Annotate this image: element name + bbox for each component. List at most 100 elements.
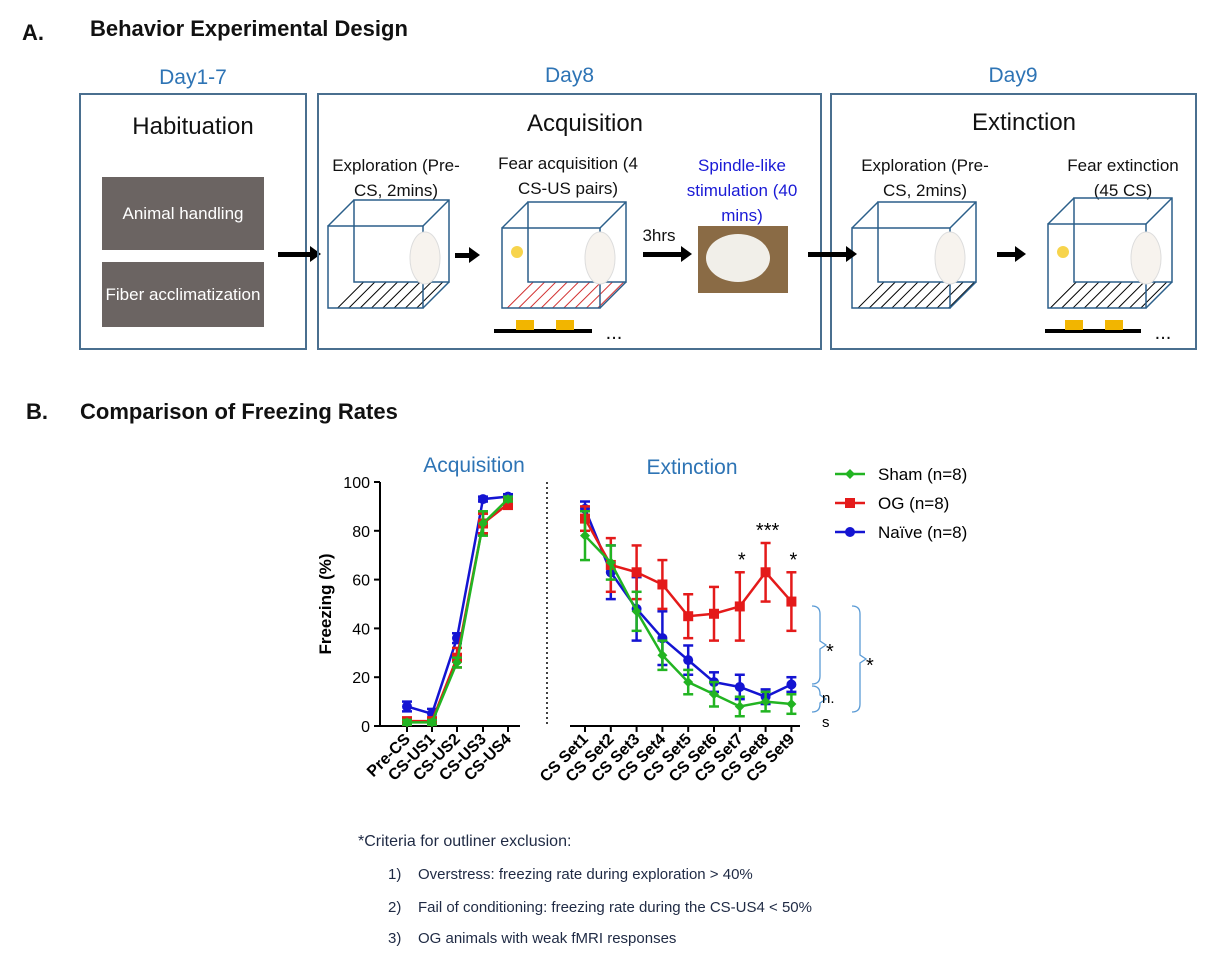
data-point — [683, 611, 694, 622]
criteria-num: 2) — [388, 899, 402, 916]
data-point — [734, 601, 745, 612]
panel-a-label: A. — [22, 20, 44, 45]
criteria-item: Fail of conditioning: freezing rate duri… — [418, 899, 812, 916]
cage-exploration-ext — [851, 201, 977, 309]
day-label-extinction: Day9 — [988, 64, 1038, 87]
cage-fear-extinction — [1047, 197, 1173, 309]
arrow-icon — [997, 246, 1026, 262]
acq-exploration-label: Exploration (Pre-CS, 2mins) — [332, 156, 460, 200]
cs-pulse-icon — [556, 320, 574, 330]
habituation-title: Habituation — [132, 113, 254, 140]
panel-a-title: Behavior Experimental Design — [90, 16, 408, 41]
y-tick-label: 100 — [343, 475, 370, 492]
criteria-item: OG animals with weak fMRI responses — [418, 930, 677, 947]
fear-acquisition-label: Fear acquisition (4 CS-US pairs) — [498, 154, 638, 198]
animal-handling-block: Animal handling — [102, 177, 264, 250]
fiber-acclimatization-block: Fiber acclimatization — [102, 262, 264, 327]
delay-label: 3hrs — [642, 226, 676, 245]
data-point — [786, 596, 797, 607]
significance-label: *** — [756, 520, 780, 542]
section-label-acquisition: Acquisition — [423, 454, 525, 477]
acq-timeline — [494, 329, 592, 333]
data-point — [734, 681, 745, 692]
data-point — [683, 655, 694, 666]
cage-exploration-acq — [327, 199, 450, 309]
significance-label: * — [790, 549, 798, 571]
data-point — [845, 527, 855, 537]
data-point — [760, 567, 771, 578]
data-point — [845, 498, 855, 508]
data-point — [503, 494, 513, 505]
data-point — [657, 579, 668, 590]
rat-photo-subject — [706, 234, 770, 282]
cs-pulse-icon — [516, 320, 534, 330]
day-label-acquisition: Day8 — [544, 64, 595, 87]
criteria-item: Overstress: freezing rate during explora… — [418, 866, 753, 883]
acq-ellipsis: ... — [605, 322, 623, 344]
cage-illustrations — [327, 197, 1173, 309]
legend-label: Sham (n=8) — [878, 465, 967, 484]
bracket-sham-vs-naive — [811, 685, 828, 713]
y-tick-label: 0 — [361, 719, 370, 736]
cs-pulse-icon — [1105, 320, 1123, 330]
data-point — [427, 717, 437, 728]
bracket-label: * — [866, 655, 874, 677]
legend-label: Naïve (n=8) — [878, 523, 967, 542]
data-point — [402, 701, 412, 712]
section-label-extinction: Extinction — [646, 456, 737, 479]
bracket-label: s — [822, 714, 830, 731]
y-tick-label: 60 — [352, 573, 370, 590]
data-point — [605, 557, 616, 568]
data-point — [580, 530, 590, 541]
significance-label: * — [738, 549, 746, 571]
habituation-box: Habituation Animal handling Fiber acclim… — [79, 93, 307, 350]
extinction-title: Extinction — [971, 109, 1077, 136]
acquisition-box: Acquisition Exploration (Pre-CS, 2mins) … — [317, 93, 822, 350]
series-line — [407, 498, 509, 724]
day-label-habituation: Day1-7 — [159, 66, 227, 89]
data-point — [683, 677, 694, 688]
bracket-label: * — [826, 641, 834, 663]
data-point — [478, 494, 488, 505]
criteria-num: 1) — [388, 866, 402, 883]
cage-fear-acquisition — [501, 201, 627, 309]
fear-extinction-label: Fear extinction (45 CS) — [1067, 156, 1179, 200]
data-point — [709, 608, 719, 619]
acquisition-title: Acquisition — [526, 110, 644, 137]
freezing-chart: Acquisition Extinction Freezing (%) 0 20 4… — [316, 454, 967, 786]
criteria-heading: *Criteria for outliner exclusion: — [358, 833, 572, 850]
data-point — [709, 689, 719, 700]
spindle-stimulation-label: Spindle-like stimulation (40 mins) — [686, 156, 798, 225]
cs-pulse-icon — [1065, 320, 1083, 330]
data-point — [631, 567, 642, 578]
data-point — [452, 657, 462, 668]
y-axis-label: Freezing (%) — [316, 553, 335, 654]
series-line — [407, 502, 509, 723]
extinction-box: Extinction Exploration (Pre-CS, 2mins) F… — [830, 93, 1197, 350]
ext-ellipsis: ... — [1154, 322, 1172, 344]
ext-timeline — [1045, 329, 1141, 333]
bracket-label: n. — [822, 690, 835, 707]
y-tick-label: 40 — [352, 621, 370, 638]
criteria-num: 3) — [388, 930, 402, 947]
y-tick-label: 20 — [352, 670, 370, 687]
series-line — [406, 495, 509, 716]
arrow-icon — [643, 246, 692, 262]
data-point — [478, 518, 488, 529]
panel-b-label: B. — [26, 399, 48, 424]
arrow-icon — [278, 246, 321, 262]
data-point — [786, 679, 797, 690]
data-point — [631, 606, 642, 617]
data-point — [786, 699, 797, 710]
bracket-og-vs-naive — [811, 605, 828, 685]
panel-b-title: Comparison of Freezing Rates — [80, 399, 398, 424]
data-point — [734, 701, 745, 712]
data-point — [402, 717, 412, 728]
data-point — [845, 469, 855, 479]
data-point — [657, 650, 668, 661]
y-tick-label: 80 — [352, 524, 370, 541]
bracket-og-vs-sham — [851, 605, 868, 713]
arrow-icon — [455, 247, 480, 263]
arrow-icon — [808, 246, 857, 262]
data-point — [760, 696, 771, 707]
